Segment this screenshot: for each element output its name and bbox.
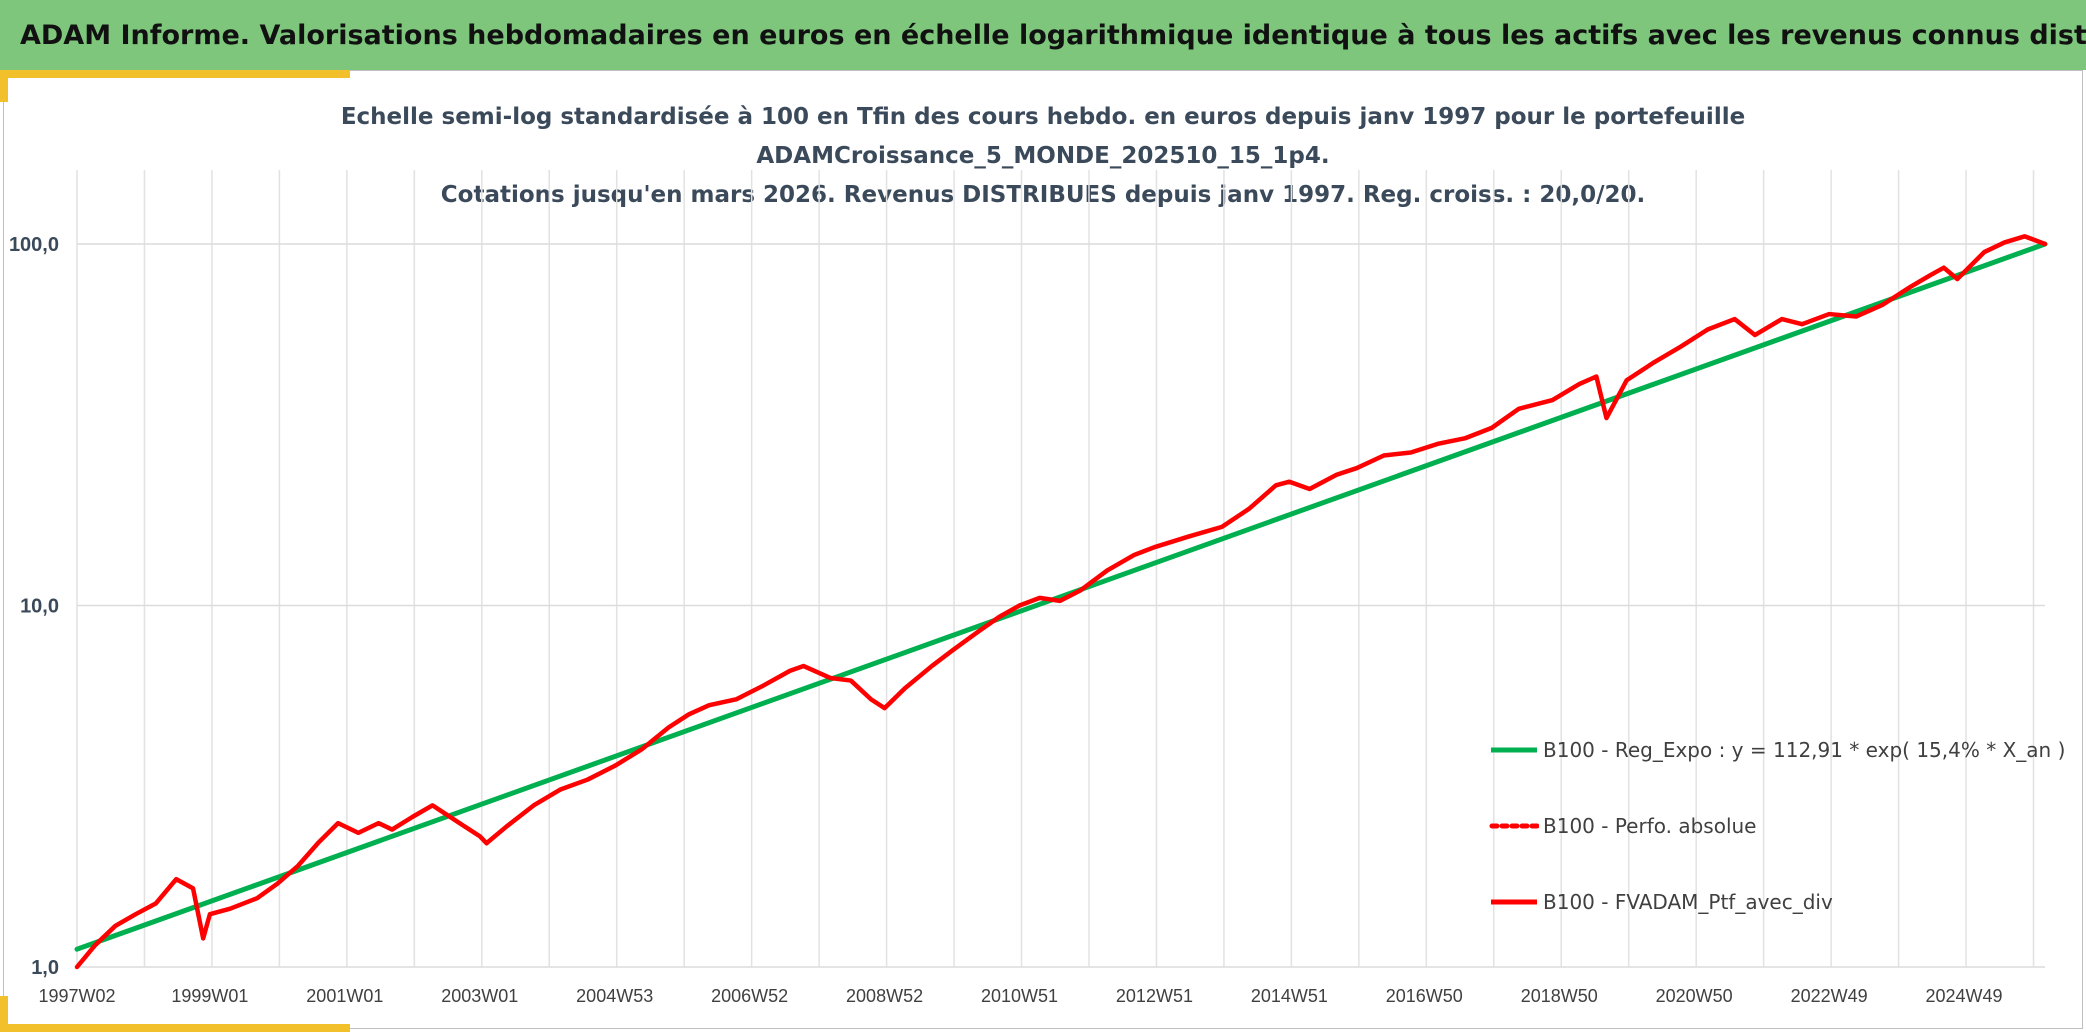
legend-item-perfo-absolue: B100 - Perfo. absolue <box>1489 814 1757 838</box>
legend-label-perfo-absolue: B100 - Perfo. absolue <box>1543 814 1757 838</box>
y-tick-label-2: 100,0 <box>9 234 59 256</box>
legend-item-portfolio: B100 - FVADAM_Ptf_avec_div <box>1489 890 1833 914</box>
x-tick-label-3: 2003W01 <box>441 986 518 1006</box>
x-tick-label-7: 2010W51 <box>981 986 1058 1006</box>
legend-label-regression: B100 - Reg_Expo : y = 112,91 * exp( 15,4… <box>1543 738 2066 762</box>
x-tick-label-14: 2024W49 <box>1926 986 2003 1006</box>
x-tick-label-6: 2008W52 <box>846 986 923 1006</box>
x-tick-label-8: 2012W51 <box>1116 986 1193 1006</box>
x-tick-label-12: 2020W50 <box>1656 986 1733 1006</box>
x-tick-label-4: 2004W53 <box>576 986 653 1006</box>
portfolio-line <box>74 234 2048 970</box>
x-tick-label-9: 2014W51 <box>1251 986 1328 1006</box>
chart-title-line-3: Cotations jusqu'en mars 2026. Revenus DI… <box>440 182 1646 208</box>
legend-swatch-regression <box>1491 747 1537 753</box>
header-banner: ADAM Informe. Valorisations hebdomadaire… <box>0 0 2086 70</box>
chart-title-line-1: Echelle semi-log standardisée à 100 en T… <box>340 104 1746 130</box>
x-tick-label-2: 2001W01 <box>306 986 383 1006</box>
y-tick-label-1: 10,0 <box>20 596 59 618</box>
x-tick-label-1: 1999W01 <box>171 986 248 1006</box>
legend-item-regression: B100 - Reg_Expo : y = 112,91 * exp( 15,4… <box>1489 738 2065 762</box>
x-tick-label-5: 2006W52 <box>711 986 788 1006</box>
accent-bar-bottom-horizontal <box>0 1024 350 1032</box>
x-tick-label-0: 1997W02 <box>38 986 115 1006</box>
chart-title: Echelle semi-log standardisée à 100 en T… <box>0 98 2086 215</box>
legend-label-portfolio: B100 - FVADAM_Ptf_avec_div <box>1543 890 1833 914</box>
chart-frame <box>3 70 2083 1029</box>
banner-title: ADAM Informe. Valorisations hebdomadaire… <box>20 19 2086 51</box>
x-tick-label-11: 2018W50 <box>1521 986 1598 1006</box>
accent-bar-bottom-vertical <box>0 996 8 1032</box>
x-tick-label-13: 2022W49 <box>1791 986 1868 1006</box>
x-tick-label-10: 2016W50 <box>1386 986 1463 1006</box>
legend-swatch-perfo-absolue <box>1489 823 1539 829</box>
regression-line <box>74 241 2048 952</box>
accent-bar-top-horizontal <box>0 70 350 78</box>
accent-bar-top-vertical <box>0 70 8 102</box>
chart-title-line-2: ADAMCroissance_5_MONDE_202510_15_1p4. <box>756 143 1330 169</box>
y-tick-label-0: 1,0 <box>31 957 59 979</box>
legend-swatch-portfolio <box>1491 899 1537 905</box>
